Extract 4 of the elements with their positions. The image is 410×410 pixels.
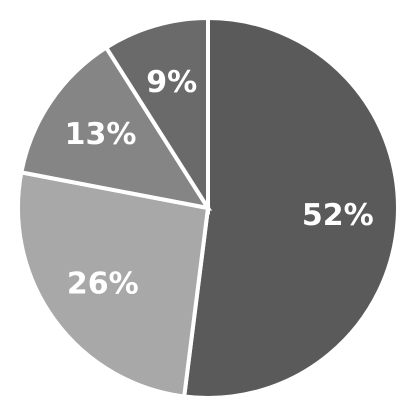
- data-label: 52%: [302, 198, 374, 234]
- data-label: 13%: [64, 116, 136, 152]
- data-label: 26%: [66, 266, 139, 302]
- data-label: 9%: [146, 65, 198, 100]
